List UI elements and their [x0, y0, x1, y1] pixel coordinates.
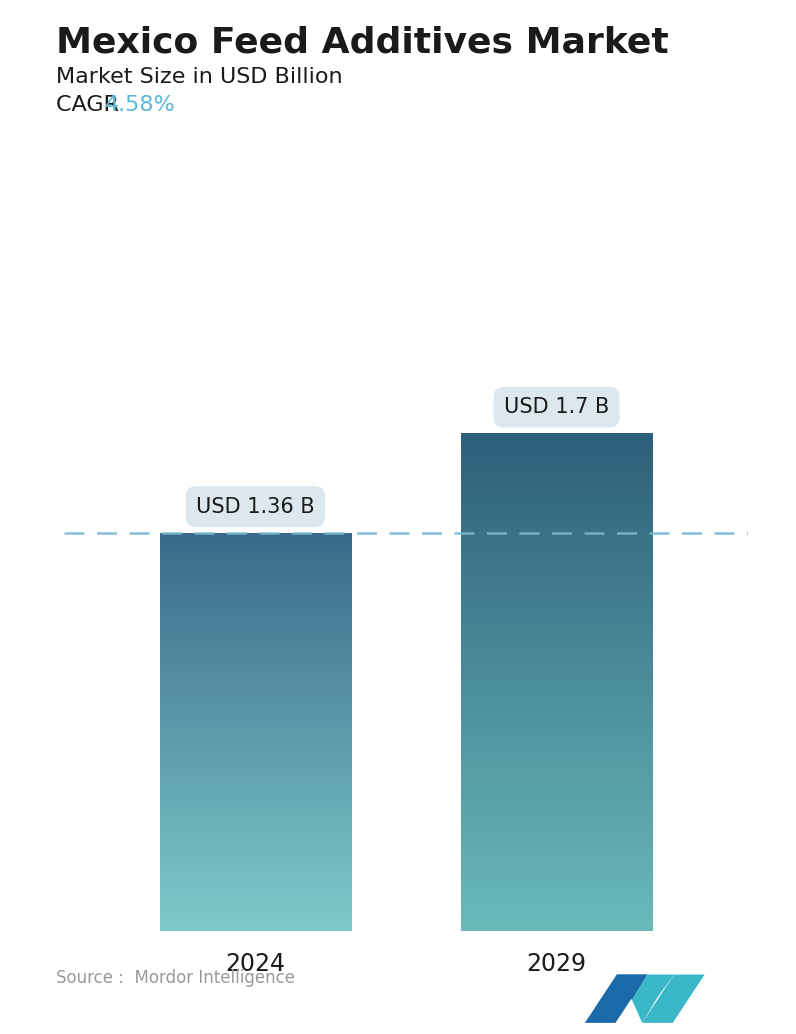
Polygon shape [642, 974, 704, 1023]
Text: 4.58%: 4.58% [105, 95, 176, 115]
Text: Source :  Mordor Intelligence: Source : Mordor Intelligence [56, 970, 295, 987]
Text: Market Size in USD Billion: Market Size in USD Billion [56, 67, 342, 87]
Polygon shape [632, 974, 674, 1023]
Polygon shape [617, 974, 647, 1000]
Polygon shape [585, 974, 647, 1023]
Text: Mexico Feed Additives Market: Mexico Feed Additives Market [56, 26, 669, 60]
Text: USD 1.36 B: USD 1.36 B [196, 496, 314, 517]
Text: CAGR: CAGR [56, 95, 126, 115]
Text: USD 1.7 B: USD 1.7 B [504, 397, 609, 417]
